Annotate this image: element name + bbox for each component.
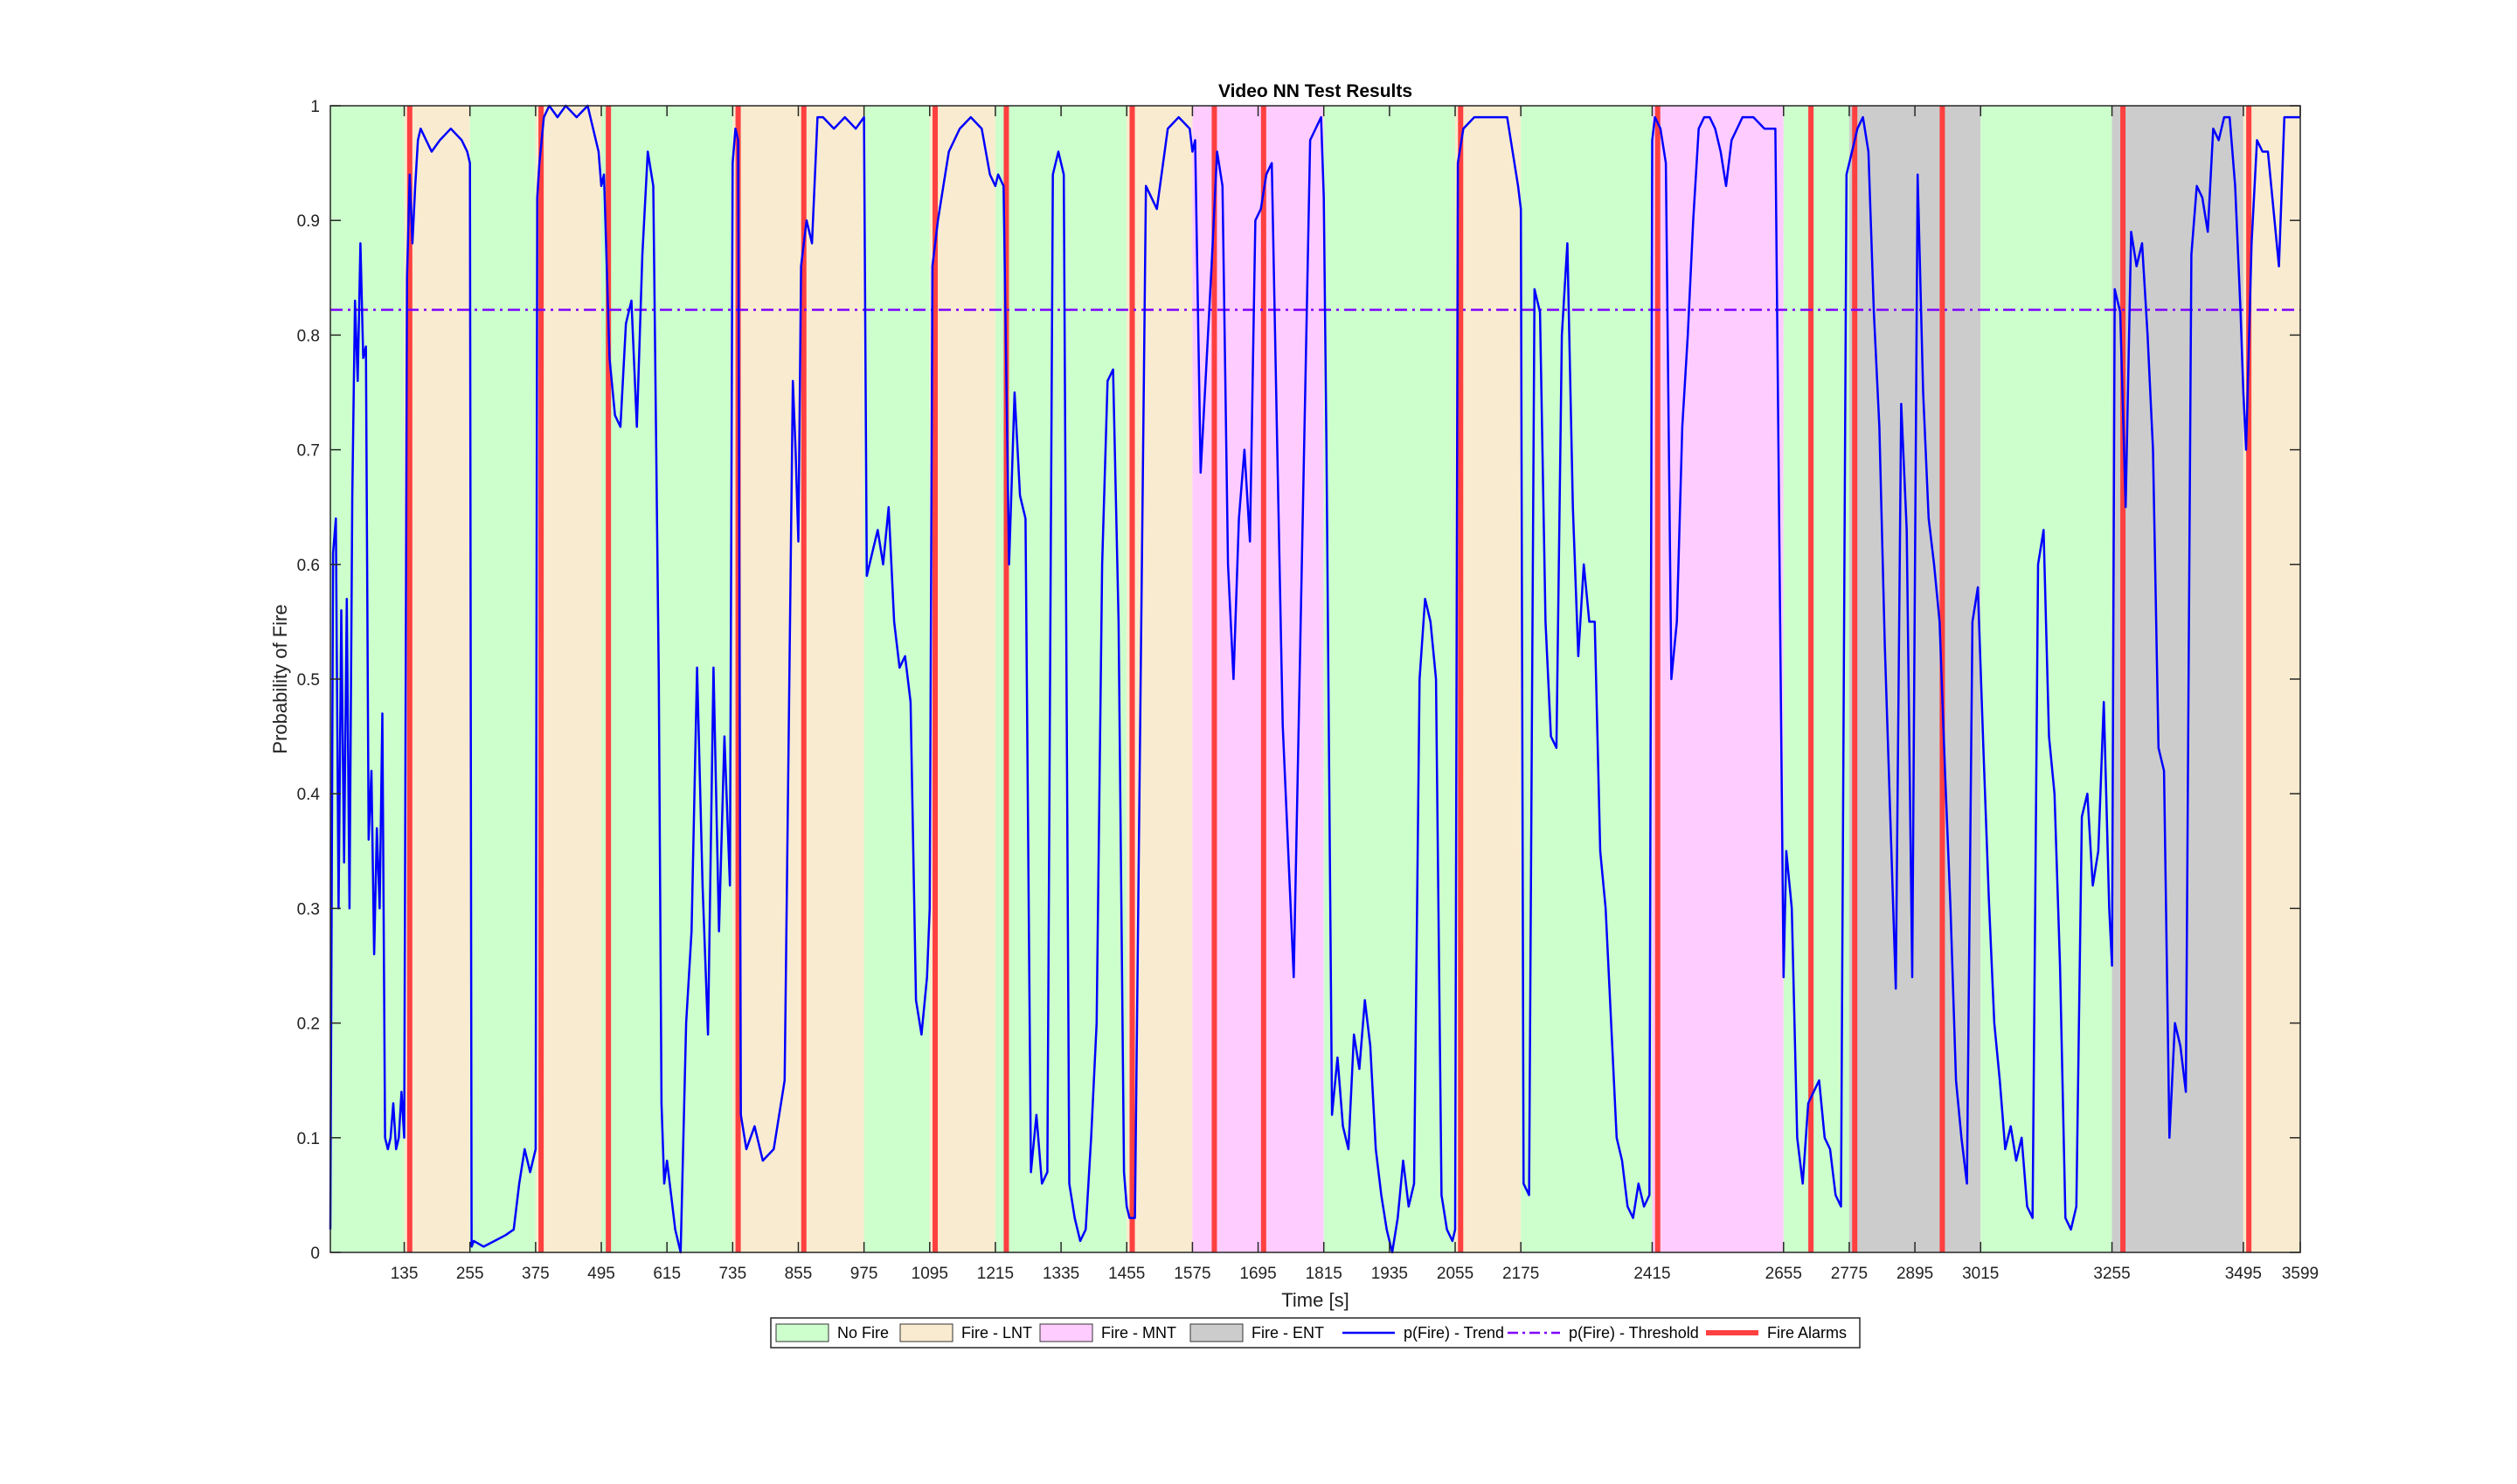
region-2 xyxy=(469,106,536,1252)
y-tick-label: 0.8 xyxy=(297,327,320,345)
x-tick-label: 3255 xyxy=(2093,1265,2130,1283)
x-tick-label: 2415 xyxy=(1633,1265,1670,1283)
x-axis-ticks: 135 255 375 495 615 735 855 975 1095 1215 1335 1455… xyxy=(391,106,2319,1283)
x-tick-label: 2055 xyxy=(1437,1265,1473,1283)
region-3 xyxy=(535,106,602,1252)
legend-label: No Fire xyxy=(837,1324,889,1342)
x-tick-label: 1215 xyxy=(977,1265,1014,1283)
x-tick-label: 2175 xyxy=(1502,1265,1539,1283)
region-4 xyxy=(601,106,733,1252)
y-tick-label: 0.6 xyxy=(297,557,320,575)
x-tick-label: 1935 xyxy=(1371,1265,1408,1283)
chart-title: Video NN Test Results xyxy=(1218,81,1412,101)
region-16 xyxy=(1783,106,1849,1252)
legend-swatch xyxy=(899,1323,953,1342)
y-tick-label: 0 xyxy=(310,1245,320,1263)
legend-label: Fire - LNT xyxy=(961,1324,1032,1342)
legend: No Fire Fire - LNT Fire - MNT Fire - ENT p(F… xyxy=(770,1317,1861,1349)
legend-swatch xyxy=(1039,1323,1093,1342)
region-15 xyxy=(1652,106,1784,1252)
x-tick-label: 1335 xyxy=(1043,1265,1079,1283)
x-tick-label: 1815 xyxy=(1306,1265,1342,1283)
x-tick-label: 3599 xyxy=(2282,1265,2319,1283)
y-tick-label: 0.4 xyxy=(297,786,321,804)
y-axis-ticks: 0 0.1 0.2 0.3 0.4 0.5 0.6 0.7 0.8 0.9 1 xyxy=(297,98,2300,1263)
y-tick-label: 0.3 xyxy=(297,900,320,919)
x-tick-label: 255 xyxy=(456,1265,484,1283)
region-6 xyxy=(798,106,864,1252)
region-14 xyxy=(1521,106,1653,1252)
legend-swatch xyxy=(1189,1323,1244,1342)
x-tick-label: 1695 xyxy=(1239,1265,1276,1283)
region-5 xyxy=(732,106,799,1252)
fire-alarm-lines xyxy=(406,106,2252,1252)
y-tick-label: 0.2 xyxy=(297,1016,320,1034)
region-13 xyxy=(1455,106,1522,1252)
x-tick-label: 3495 xyxy=(2225,1265,2262,1283)
x-tick-label: 375 xyxy=(522,1265,550,1283)
region-18 xyxy=(1980,106,2112,1252)
region-8 xyxy=(929,106,995,1252)
x-tick-label: 975 xyxy=(850,1265,878,1283)
x-tick-label: 735 xyxy=(718,1265,746,1283)
legend-label: p(Fire) - Trend xyxy=(1404,1324,1504,1342)
x-tick-label: 495 xyxy=(587,1265,615,1283)
x-tick-label: 2895 xyxy=(1896,1265,1933,1283)
y-tick-label: 0.1 xyxy=(297,1130,320,1148)
x-tick-label: 1095 xyxy=(912,1265,948,1283)
y-tick-label: 0.9 xyxy=(297,212,320,231)
x-tick-label: 1575 xyxy=(1174,1265,1210,1283)
background-regions xyxy=(330,106,2300,1252)
region-12 xyxy=(1323,106,1456,1252)
x-tick-label: 1455 xyxy=(1108,1265,1145,1283)
legend-label: Fire - MNT xyxy=(1101,1324,1176,1342)
x-tick-label: 855 xyxy=(785,1265,813,1283)
y-tick-label: 0.7 xyxy=(297,442,320,461)
trend-line xyxy=(329,104,2300,1254)
x-axis-label: Time [s] xyxy=(1281,1289,1349,1311)
region-10 xyxy=(1127,106,1193,1252)
y-tick-label: 1 xyxy=(310,98,320,116)
x-tick-label: 2775 xyxy=(1831,1265,1868,1283)
y-tick-label: 0.5 xyxy=(297,671,320,690)
legend-label: p(Fire) - Threshold xyxy=(1569,1324,1699,1342)
x-tick-label: 2655 xyxy=(1765,1265,1802,1283)
region-9 xyxy=(995,106,1127,1252)
x-tick-label: 615 xyxy=(653,1265,681,1283)
y-axis-label: Probability of Fire xyxy=(269,604,291,753)
x-tick-label: 135 xyxy=(391,1265,419,1283)
x-tick-label: 3015 xyxy=(1962,1265,1999,1283)
legend-swatch xyxy=(775,1323,829,1342)
region-7 xyxy=(863,106,930,1252)
region-1 xyxy=(404,106,470,1252)
legend-label: Fire Alarms xyxy=(1767,1324,1847,1342)
legend-label: Fire - ENT xyxy=(1252,1324,1324,1342)
region-19 xyxy=(2111,106,2243,1252)
